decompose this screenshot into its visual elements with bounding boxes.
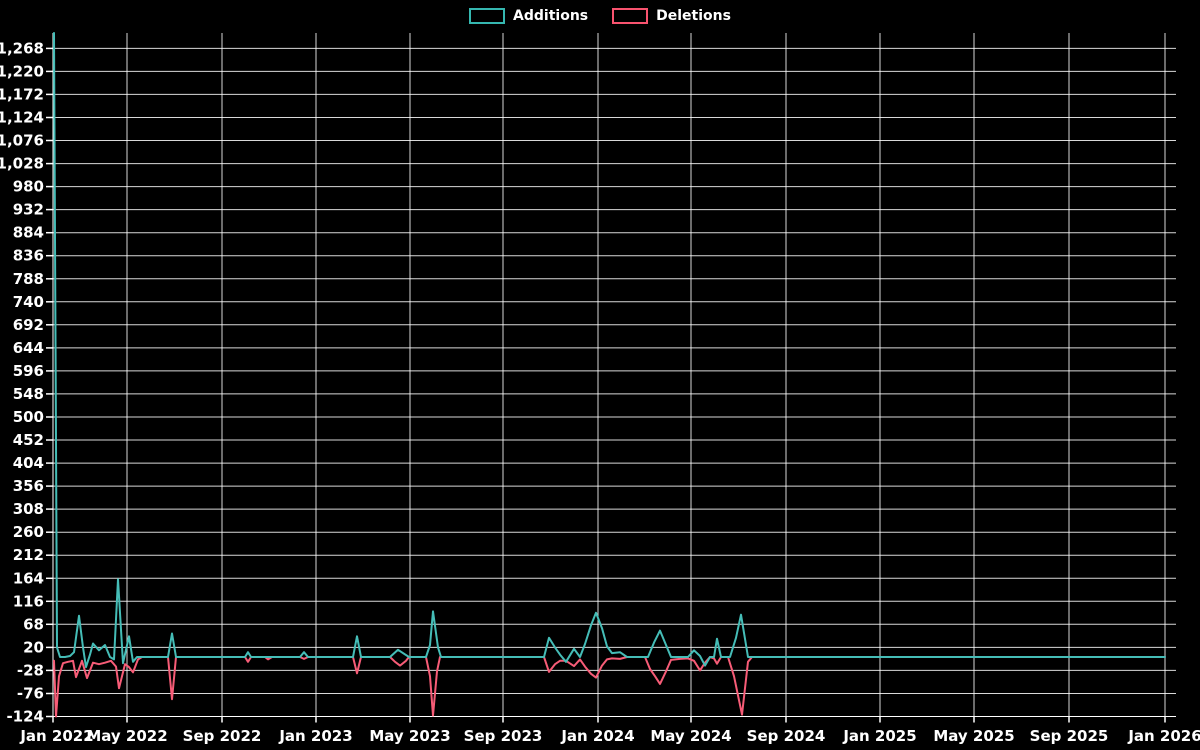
svg-text:May 2024: May 2024	[650, 727, 731, 745]
svg-text:Jan 2024: Jan 2024	[560, 727, 634, 745]
svg-text:May 2025: May 2025	[933, 727, 1014, 745]
svg-text:May 2023: May 2023	[369, 727, 450, 745]
svg-text:260: 260	[13, 523, 44, 541]
y-axis-labels: 1,268 1,220 1,172 1,124 1,076 1,028 980 932 884 8…	[0, 39, 44, 725]
svg-text:548: 548	[13, 385, 44, 403]
svg-text:836: 836	[13, 247, 44, 265]
deletions-line	[53, 656, 1166, 718]
svg-text:Jan 2025: Jan 2025	[842, 727, 916, 745]
legend-item-deletions[interactable]: Deletions	[612, 8, 731, 24]
svg-text:Sep 2023: Sep 2023	[464, 727, 543, 745]
additions-line	[53, 32, 1166, 669]
svg-text:-28: -28	[17, 661, 44, 679]
svg-text:68: 68	[23, 615, 44, 633]
svg-text:452: 452	[13, 431, 44, 449]
svg-text:596: 596	[13, 362, 44, 380]
svg-text:980: 980	[13, 178, 44, 196]
svg-text:740: 740	[13, 293, 44, 311]
legend-item-additions[interactable]: Additions	[469, 8, 588, 24]
svg-text:1,028: 1,028	[0, 155, 44, 173]
additions-swatch-icon	[469, 8, 506, 24]
gridlines	[52, 33, 1176, 717]
svg-text:Jan 2023: Jan 2023	[278, 727, 352, 745]
svg-text:644: 644	[13, 339, 44, 357]
svg-text:500: 500	[13, 408, 44, 426]
svg-text:932: 932	[13, 201, 44, 219]
svg-text:884: 884	[13, 224, 44, 242]
svg-text:May 2022: May 2022	[86, 727, 167, 745]
tick-marks	[46, 47, 1166, 723]
svg-text:20: 20	[23, 638, 44, 656]
svg-text:Sep 2024: Sep 2024	[747, 727, 826, 745]
svg-text:Jan 2026: Jan 2026	[1127, 727, 1200, 745]
svg-text:404: 404	[13, 454, 44, 472]
svg-text:308: 308	[13, 500, 44, 518]
svg-text:1,268: 1,268	[0, 39, 44, 57]
svg-text:Sep 2022: Sep 2022	[183, 727, 262, 745]
svg-text:788: 788	[13, 270, 44, 288]
svg-text:692: 692	[13, 316, 44, 334]
svg-text:Sep 2025: Sep 2025	[1030, 727, 1109, 745]
svg-text:1,220: 1,220	[0, 62, 44, 80]
svg-text:Jan 2022: Jan 2022	[19, 727, 93, 745]
legend-label-deletions: Deletions	[656, 8, 731, 24]
chart-legend: Additions Deletions	[0, 8, 1200, 24]
svg-text:-124: -124	[6, 708, 44, 726]
svg-text:212: 212	[13, 546, 44, 564]
legend-label-additions: Additions	[513, 8, 589, 24]
svg-text:116: 116	[13, 592, 44, 610]
svg-text:1,076: 1,076	[0, 132, 44, 150]
svg-text:1,124: 1,124	[0, 109, 44, 127]
svg-text:356: 356	[13, 477, 44, 495]
axes	[52, 33, 1176, 717]
svg-text:1,172: 1,172	[0, 85, 44, 103]
svg-text:164: 164	[13, 569, 44, 587]
svg-text:-76: -76	[17, 685, 44, 703]
deletions-swatch-icon	[612, 8, 649, 24]
